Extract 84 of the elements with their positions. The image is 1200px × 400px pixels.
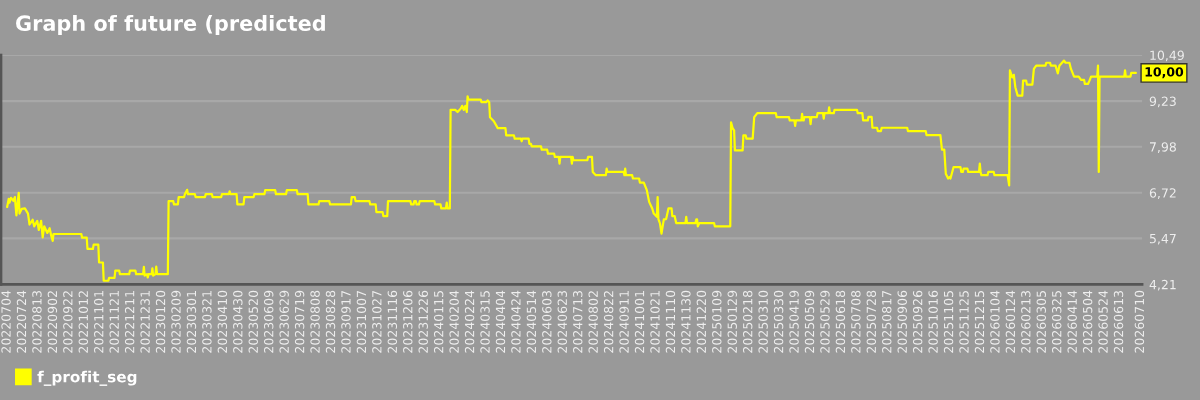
- x-tick-label: 20260305: [1036, 291, 1047, 353]
- x-tick-label: 20241220: [696, 290, 707, 353]
- x-tick-label: 20230609: [263, 290, 274, 353]
- x-tick-label: 20240713: [573, 290, 583, 353]
- x-tick-label: 20250906: [897, 290, 907, 353]
- y-tick-label: 10,49: [1150, 50, 1184, 62]
- x-tick-label: 20241021: [650, 291, 660, 353]
- x-tick-label: 20240603: [542, 290, 552, 353]
- x-tick-label: 20231226: [418, 290, 428, 353]
- x-tick-label: 20251215: [974, 291, 985, 353]
- x-tick-label: 20240911: [619, 291, 629, 353]
- x-tick-label: 20250926: [912, 290, 923, 353]
- x-tick-label: 20220922: [63, 291, 73, 353]
- x-tick-label: 20241001: [634, 291, 645, 353]
- x-tick-label: 20221231: [140, 291, 150, 353]
- x-tick-label: 20230917: [341, 291, 351, 353]
- x-tick-label: 20220813: [32, 290, 42, 353]
- x-tick-label: 20230808: [310, 290, 320, 353]
- x-tick-label: 20250310: [758, 290, 768, 353]
- x-tick-label: 20230629: [279, 290, 289, 353]
- x-tick-label: 20230321: [202, 291, 212, 353]
- y-tick-label: 4,21: [1149, 279, 1176, 291]
- x-tick-label: 20260213: [1021, 290, 1031, 353]
- x-tick-label: 20221121: [109, 291, 119, 353]
- x-tick-label: 20231116: [387, 290, 398, 353]
- x-tick-label: 20230828: [325, 290, 336, 353]
- x-tick-label: 20221211: [124, 291, 135, 353]
- x-tick-label: 20260524: [1098, 290, 1108, 353]
- x-tick-label: 20250708: [851, 290, 861, 353]
- x-tick-label: 20250129: [727, 290, 737, 353]
- chart-title: Graph of future (predicted: [16, 14, 325, 36]
- x-tick-label: 20260325: [1052, 291, 1062, 353]
- x-tick-label: 20250618: [835, 290, 846, 353]
- x-tick-label: 20240424: [511, 290, 521, 353]
- x-tick-label: 20230430: [233, 290, 243, 353]
- x-tick-label: 20230410: [217, 290, 228, 353]
- x-tick-label: 20230120: [155, 290, 166, 353]
- x-tick-label: 20251125: [959, 291, 969, 353]
- line-series: [6, 59, 1137, 282]
- x-tick-label: 20231206: [403, 290, 413, 353]
- x-tick-label: 20260710: [1134, 290, 1145, 353]
- x-tick-label: 20240404: [495, 290, 506, 353]
- x-tick-label: 20230209: [171, 290, 181, 353]
- x-tick-label: 20220902: [47, 291, 58, 353]
- x-tick-label: 20260414: [1067, 290, 1077, 353]
- x-tick-label: 20231007: [356, 291, 367, 353]
- x-tick-label: 20240802: [588, 291, 598, 353]
- x-tick-label: 20250728: [866, 290, 877, 353]
- x-tick-label: 20240315: [480, 291, 490, 353]
- x-tick-label: 20250529: [820, 290, 830, 353]
- y-tick-label: 6,72: [1149, 188, 1176, 199]
- x-tick-label: 20221101: [94, 291, 104, 353]
- x-tick-label: 20231027: [372, 291, 382, 353]
- x-tick-label: 20250817: [882, 291, 892, 353]
- x-tick-label: 20260613: [1113, 290, 1124, 353]
- x-tick-label: 20230301: [186, 291, 197, 353]
- x-tick-label: 20241110: [665, 290, 676, 353]
- x-tick-label: 20250509: [804, 290, 815, 353]
- x-tick-label: 20241130: [681, 290, 691, 353]
- legend-label: f_profit_seg: [37, 370, 137, 386]
- x-tick-label: 20240514: [526, 290, 537, 353]
- x-tick-label: 20240224: [464, 290, 475, 353]
- x-tick-label: 20260124: [1005, 290, 1016, 353]
- x-tick-label: 20250330: [773, 290, 784, 353]
- x-tick-label: 20220704: [1, 290, 11, 353]
- y-tick-label: 7,98: [1150, 142, 1176, 153]
- x-tick-label: 20240822: [603, 291, 614, 353]
- x-tick-label: 20250218: [742, 290, 753, 353]
- x-tick-label: 20251105: [943, 291, 954, 353]
- x-tick-label: 20240115: [433, 291, 444, 353]
- x-tick-label: 20230719: [294, 290, 305, 353]
- y-tick-label: 9,23: [1149, 96, 1176, 108]
- x-tick-label: 20220724: [16, 290, 27, 353]
- x-tick-label: 20240623: [557, 290, 568, 353]
- x-tick-label: 20240204: [449, 290, 459, 353]
- x-tick-label: 20251016: [928, 290, 938, 353]
- y-tick-label: 5,47: [1149, 234, 1176, 245]
- x-tick-label: 20230520: [248, 290, 258, 353]
- x-tick-label: 20260104: [990, 290, 1000, 353]
- x-tick-label: 20250109: [712, 290, 722, 353]
- x-tick-label: 20260504: [1082, 290, 1093, 353]
- x-tick-label: 20250419: [789, 290, 799, 353]
- annotation: 10,00: [1145, 67, 1184, 79]
- x-tick-label: 20221012: [78, 291, 89, 353]
